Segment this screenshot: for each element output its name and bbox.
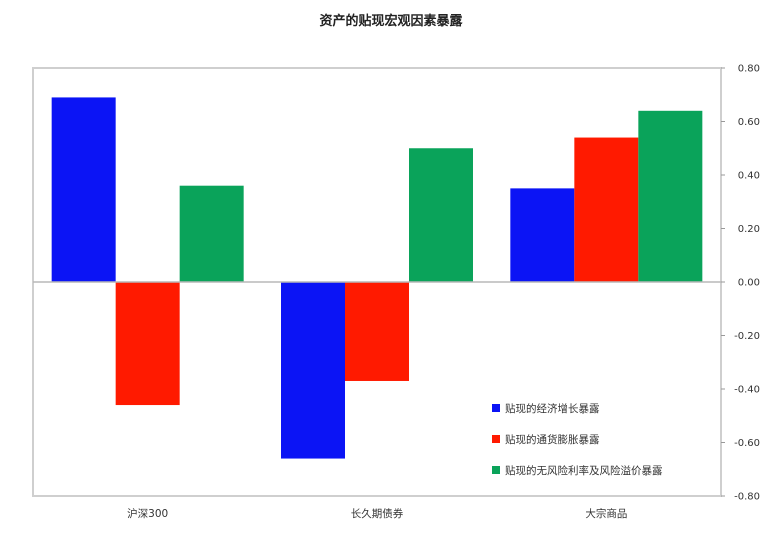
- y-axis: 0.80 0.60 0.40 0.20 0.00 -0.20 -0.40 -0.60 -0.80: [721, 64, 760, 503]
- bar: [574, 137, 639, 282]
- bar: [281, 282, 345, 459]
- legend-swatch: [492, 435, 500, 443]
- bar: [179, 185, 244, 282]
- x-axis: 沪深300 长久期债券 大宗商品: [127, 507, 627, 520]
- y-tick-label: 0.00: [738, 278, 760, 289]
- bar: [510, 188, 575, 282]
- y-tick-label: -0.40: [734, 385, 760, 396]
- y-tick-label: -0.80: [734, 492, 760, 503]
- bar: [115, 282, 180, 406]
- chart-title: 资产的贴现宏观因素暴露: [319, 14, 463, 29]
- y-tick-label: 0.40: [738, 171, 760, 182]
- bar: [638, 110, 703, 282]
- x-tick-label: 沪深300: [127, 507, 168, 520]
- bar: [409, 148, 473, 282]
- bar: [51, 97, 116, 282]
- x-tick-label: 长久期债券: [351, 507, 404, 520]
- legend-swatch: [492, 404, 500, 412]
- legend-label: 贴现的通货膨胀暴露: [505, 433, 600, 446]
- legend-swatch: [492, 466, 500, 474]
- legend-label: 贴现的经济增长暴露: [505, 402, 600, 415]
- y-tick-label: 0.80: [738, 64, 760, 75]
- y-tick-label: 0.20: [738, 224, 760, 235]
- x-tick-label: 大宗商品: [585, 507, 627, 520]
- y-tick-label: -0.20: [734, 331, 760, 342]
- bars-layer: [51, 97, 703, 459]
- y-tick-label: -0.60: [734, 438, 760, 449]
- legend-label: 贴现的无风险利率及风险溢价暴露: [505, 464, 663, 477]
- y-tick-label: 0.60: [738, 117, 760, 128]
- bar: [345, 282, 409, 381]
